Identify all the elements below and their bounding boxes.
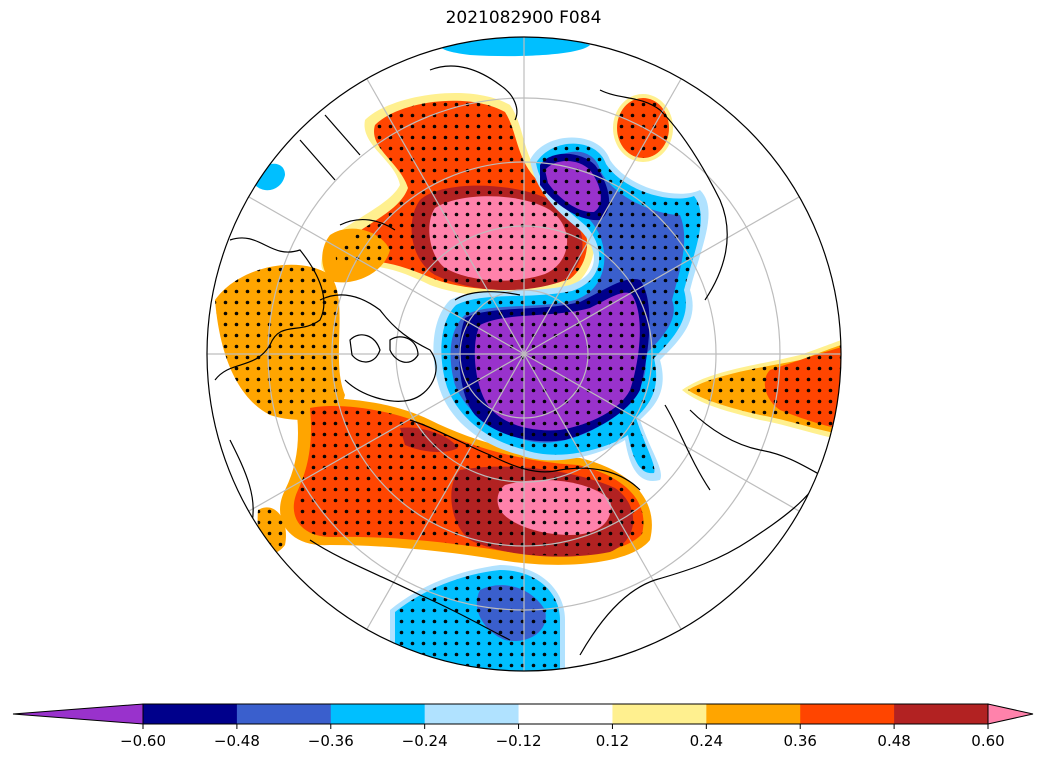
colorbar-segment — [330, 704, 426, 724]
colorbar-segment — [424, 704, 520, 724]
colorbar-tick-label: 0.48 — [877, 732, 910, 750]
map-boundary — [206, 36, 842, 672]
graticule — [207, 37, 841, 671]
colorbar-extend-high — [987, 703, 1034, 725]
colorbar-tick-label: 0.36 — [784, 732, 817, 750]
colorbar-extend-low — [12, 703, 144, 725]
colorbar-segment — [236, 704, 332, 724]
colorbar-segment — [800, 704, 895, 724]
colorbar: −0.60 −0.48 −0.36 −0.24 −0.12 0.12 0.24 0.36 0.4… — [12, 703, 1034, 750]
colorbar-tick-label: 0.24 — [690, 732, 723, 750]
chart-title: 2021082900 F084 — [445, 8, 602, 28]
colorbar-tick-label: −0.24 — [402, 732, 448, 750]
colorbar-outline — [142, 703, 989, 725]
colorbar-tick-label: −0.60 — [120, 732, 166, 750]
colorbar-segment — [143, 704, 238, 724]
colorbar-tick-label: −0.36 — [308, 732, 354, 750]
colorbar-segment — [518, 704, 613, 724]
colorbar-tick-label: 0.60 — [971, 732, 1004, 750]
colorbar-tick-label: 0.12 — [596, 732, 629, 750]
colorbar-segment — [612, 704, 707, 724]
colorbar-tick-label: −0.48 — [214, 732, 260, 750]
colorbar-segment — [894, 704, 989, 724]
coastlines — [214, 65, 831, 656]
colorbar-segment — [706, 704, 801, 724]
polar-map — [206, 36, 842, 672]
colorbar-tick-label: −0.12 — [496, 732, 542, 750]
anomaly-small-top — [438, 37, 590, 57]
map-interior — [207, 37, 841, 671]
